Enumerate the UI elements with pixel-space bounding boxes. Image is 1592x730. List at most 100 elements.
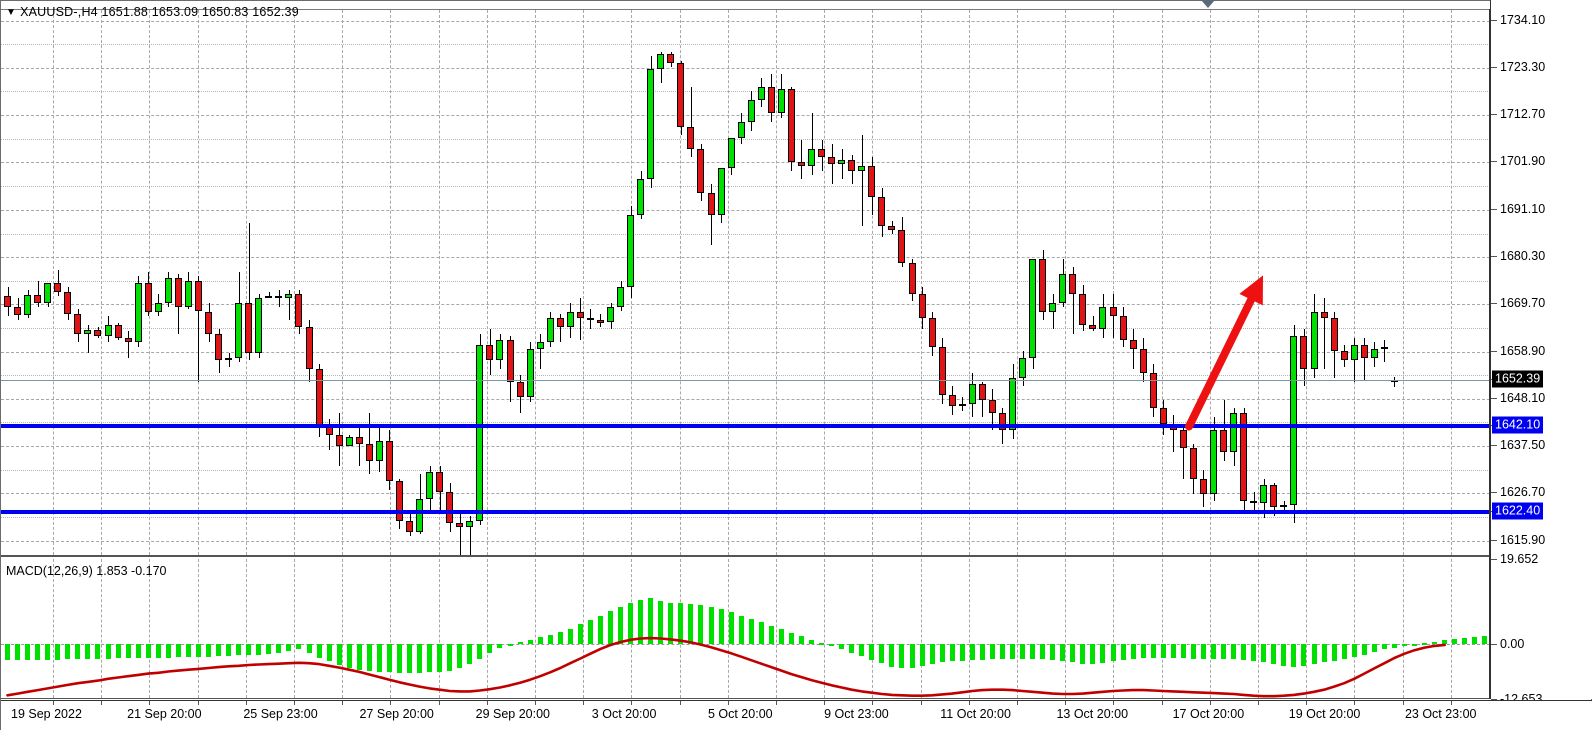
- candle-bearish: [898, 230, 906, 264]
- price-axis-label: 1626.70: [1500, 485, 1546, 500]
- candle-wick: [279, 289, 280, 308]
- time-axis-tick: [294, 701, 295, 705]
- price-chart-pane[interactable]: [1, 9, 1490, 557]
- horizontal-level-line[interactable]: [1, 423, 1490, 428]
- macd-histogram-bar: [85, 644, 91, 660]
- current-price-badge[interactable]: 1652.39: [1492, 370, 1544, 388]
- macd-histogram-bar: [1371, 644, 1377, 652]
- macd-histogram-bar: [206, 644, 211, 657]
- candle-bearish: [556, 318, 564, 327]
- macd-histogram-bar: [1472, 636, 1478, 645]
- candle-bearish: [335, 434, 343, 446]
- macd-histogram-bar: [628, 603, 634, 645]
- macd-histogram-bar: [25, 644, 31, 660]
- macd-histogram-bar: [688, 604, 694, 645]
- macd-histogram-bar: [788, 632, 794, 645]
- candle-bearish: [918, 293, 926, 319]
- macd-histogram-bar: [15, 644, 21, 660]
- chart-menu-caret-icon[interactable]: ▼: [6, 7, 17, 18]
- candle-bearish: [1250, 500, 1258, 503]
- candle-bearish: [1119, 315, 1127, 341]
- macd-histogram-bar: [216, 644, 222, 657]
- candle-bullish: [1099, 307, 1107, 330]
- macd-histogram-bar: [1040, 644, 1046, 660]
- candle-bullish: [496, 340, 504, 360]
- price-gridline: [1, 493, 1490, 495]
- macd-histogram-bar: [1251, 644, 1257, 661]
- level-price-badge[interactable]: 1622.40: [1492, 502, 1544, 520]
- macd-histogram-bar: [778, 629, 784, 645]
- macd-histogram-bar: [969, 644, 975, 661]
- macd-histogram-bar: [1311, 644, 1317, 665]
- level-price-badge[interactable]: 1642.10: [1492, 416, 1544, 433]
- candle-bearish: [295, 293, 303, 327]
- macd-histogram-bar: [356, 644, 362, 670]
- candle-wick: [812, 113, 813, 176]
- macd-histogram-bar: [145, 644, 151, 659]
- candle-bearish: [948, 395, 956, 407]
- macd-histogram-bar: [1030, 644, 1036, 659]
- time-axis-tick: [149, 701, 150, 705]
- chart-symbol-header: ▼ XAUUSD-,H4 1651.88 1653.09 1650.83 1652…: [6, 5, 299, 19]
- candle-wick: [198, 276, 199, 382]
- macd-histogram-bar: [1180, 644, 1186, 659]
- time-axis-tick: [1210, 701, 1211, 705]
- price-gridline: [1, 540, 1490, 542]
- macd-histogram-bar: [1401, 644, 1407, 647]
- candle-bearish: [14, 307, 22, 316]
- candle-bullish: [617, 287, 625, 308]
- time-gridline: [969, 10, 970, 555]
- price-gridline-minor: [1, 233, 1490, 235]
- price-axis-label: 1691.10: [1500, 201, 1546, 216]
- time-axis-label: 25 Sep 23:00: [243, 707, 318, 721]
- macd-histogram-bar: [658, 600, 664, 645]
- macd-histogram-bar: [1361, 644, 1367, 655]
- macd-histogram-bar: [859, 644, 865, 657]
- candle-bearish: [516, 381, 524, 398]
- macd-histogram-bar: [1452, 638, 1458, 645]
- macd-histogram-bar: [396, 644, 402, 673]
- macd-histogram-bar: [1020, 644, 1026, 659]
- macd-histogram-bar: [75, 644, 81, 660]
- candle-bearish: [767, 87, 775, 114]
- candle-bearish: [707, 192, 715, 215]
- candle-bearish: [928, 318, 936, 347]
- candle-bearish: [1320, 311, 1328, 319]
- macd-histogram-bar: [939, 644, 945, 663]
- time-axis[interactable]: 19 Sep 2022 21 Sep 20:00 25 Sep 23:00 27 Se…: [1, 700, 1592, 730]
- time-gridline: [1258, 10, 1259, 555]
- candle-bearish: [677, 62, 685, 127]
- candle-bullish: [627, 214, 635, 288]
- time-gridline: [535, 10, 536, 555]
- macd-indicator-pane[interactable]: [1, 559, 1490, 699]
- candle-bearish: [74, 313, 82, 334]
- horizontal-level-line[interactable]: [1, 510, 1490, 515]
- macd-histogram-bar: [899, 644, 905, 669]
- macd-histogram-bar: [326, 644, 332, 662]
- price-axis-label: 1680.30: [1500, 249, 1546, 264]
- candle-wick: [862, 135, 863, 226]
- candle-bullish: [476, 344, 484, 521]
- price-axis[interactable]: 1734.10 1723.30 1712.70 1701.90 1691.10 1680.…: [1490, 0, 1592, 706]
- price-tick-mark: [1491, 161, 1497, 163]
- candle-wick: [269, 291, 270, 299]
- time-axis-tick: [342, 701, 343, 705]
- candle-bullish: [1290, 335, 1298, 506]
- macd-histogram-bar: [1140, 644, 1146, 659]
- macd-time-gridline: [1210, 559, 1211, 698]
- time-axis-tick: [824, 701, 825, 705]
- candle-bullish: [747, 100, 755, 123]
- price-tick-mark: [1491, 256, 1497, 258]
- current-price-line: [1, 380, 1490, 382]
- macd-histogram-bar: [1100, 644, 1106, 664]
- price-tick-mark: [1491, 113, 1497, 115]
- macd-time-gridline: [1258, 559, 1259, 698]
- time-axis-label: 5 Oct 20:00: [707, 707, 773, 721]
- macd-histogram-bar: [768, 625, 774, 645]
- macd-time-gridline: [728, 559, 729, 698]
- macd-time-gridline: [776, 559, 777, 698]
- macd-histogram-bar: [1150, 644, 1156, 659]
- candle-bearish: [245, 302, 253, 354]
- macd-histogram-bar: [1070, 644, 1076, 663]
